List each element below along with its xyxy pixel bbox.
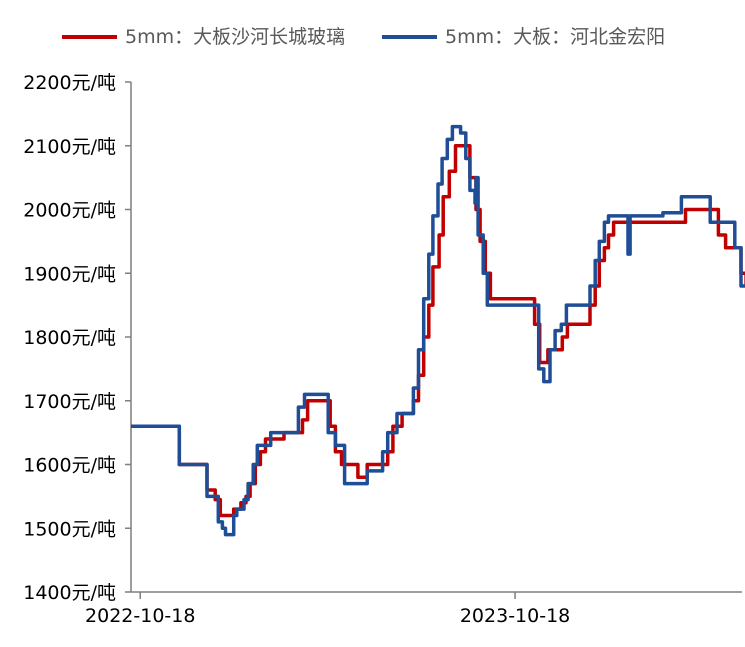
legend-label-1: 5mm：大板：河北金宏阳 xyxy=(445,26,665,48)
y-tick-label-4: 1800元/吨 xyxy=(23,327,116,349)
x-tick-label-0: 2022-10-18 xyxy=(85,605,195,627)
legend-item-1: 5mm：大板：河北金宏阳 xyxy=(382,26,665,48)
legend-label-0: 5mm：大板沙河长城玻璃 xyxy=(125,26,345,48)
series-line-1 xyxy=(131,124,745,537)
y-tick-label-1: 1500元/吨 xyxy=(23,518,116,540)
y-tick-label-2: 1600元/吨 xyxy=(23,455,116,477)
y-tick-label-5: 1900元/吨 xyxy=(23,263,116,285)
legend: 5mm：大板沙河长城玻璃 5mm：大板：河北金宏阳 xyxy=(62,26,665,48)
x-tick-label-1: 2023-10-18 xyxy=(460,605,570,627)
axes: 1400元/吨 1500元/吨 1600元/吨 1700元/吨 1800元/吨 1900元… xyxy=(23,72,742,627)
y-tick-label-6: 2000元/吨 xyxy=(23,200,116,222)
y-tick-label-3: 1700元/吨 xyxy=(23,391,116,413)
y-tick-label-0: 1400元/吨 xyxy=(23,582,116,604)
series-layer xyxy=(131,124,745,537)
legend-item-0: 5mm：大板沙河长城玻璃 xyxy=(62,26,345,48)
y-tick-label-8: 2200元/吨 xyxy=(23,72,116,94)
y-tick-label-7: 2100元/吨 xyxy=(23,136,116,158)
